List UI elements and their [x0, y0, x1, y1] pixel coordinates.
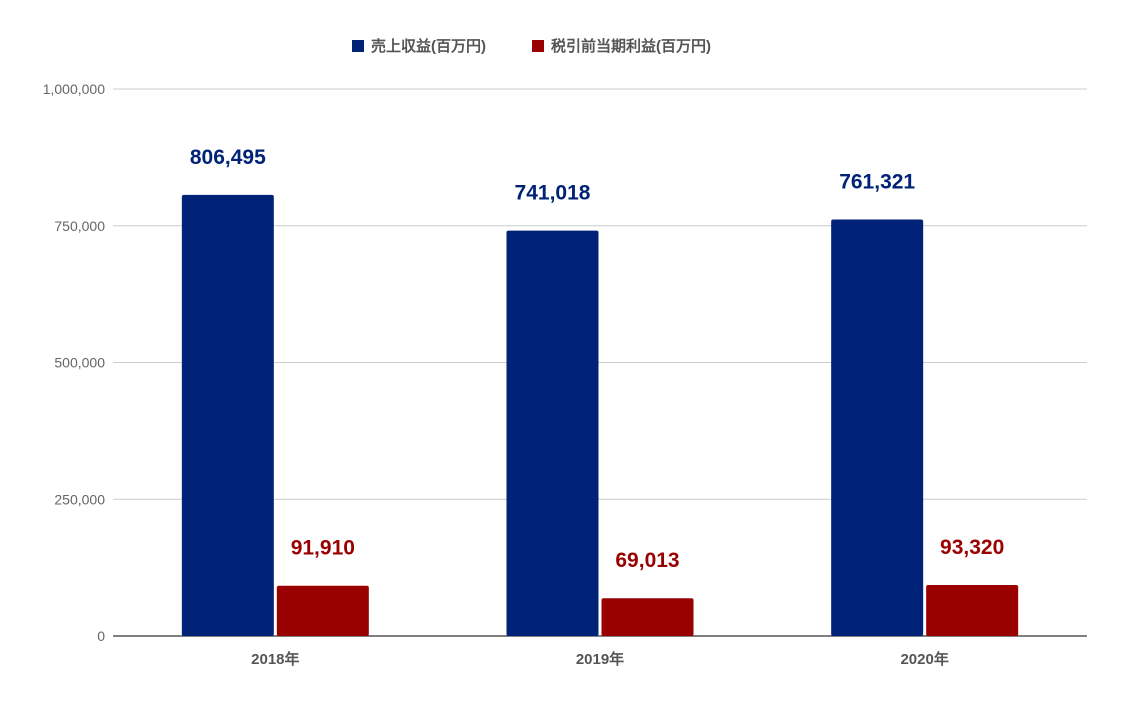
- bar-pretax-profit: [276, 585, 369, 636]
- x-tick-label: 2019年: [576, 650, 624, 668]
- data-labels: 806,495 91,910 741,018 69,013 761,321 93,320: [190, 146, 1004, 572]
- y-tick-label: 250,000: [54, 491, 105, 507]
- bar-pretax-profit: [601, 598, 694, 636]
- bars: [181, 194, 1019, 636]
- y-tick-label: 0: [97, 628, 105, 644]
- y-tick-label: 750,000: [54, 218, 105, 234]
- legend-swatch-revenue: [352, 40, 364, 52]
- x-tick-label: 2018年: [251, 650, 299, 668]
- gridlines: [113, 88, 1087, 637]
- legend: 売上収益(百万円) 税引前当期利益(百万円): [352, 37, 711, 55]
- data-label-pretax-profit: 93,320: [940, 536, 1004, 559]
- y-tick-label: 500,000: [54, 355, 105, 371]
- data-label-revenue: 761,321: [839, 171, 915, 194]
- data-label-revenue: 741,018: [515, 182, 591, 205]
- data-label-pretax-profit: 69,013: [615, 549, 679, 572]
- bar-revenue: [831, 219, 924, 636]
- bar-revenue: [181, 194, 274, 636]
- legend-label-pretax-profit: 税引前当期利益(百万円): [551, 37, 711, 55]
- x-axis: 2018年 2019年 2020年: [251, 650, 949, 668]
- y-axis: 0 250,000 500,000 750,000 1,000,000: [43, 81, 106, 644]
- x-tick-label: 2020年: [900, 650, 948, 668]
- bar-pretax-profit: [926, 584, 1019, 636]
- data-label-revenue: 806,495: [190, 146, 266, 169]
- y-tick-label: 1,000,000: [43, 81, 105, 97]
- legend-label-revenue: 売上収益(百万円): [371, 37, 486, 55]
- bar-revenue: [506, 230, 599, 636]
- legend-swatch-pretax-profit: [532, 40, 544, 52]
- data-label-pretax-profit: 91,910: [291, 537, 355, 560]
